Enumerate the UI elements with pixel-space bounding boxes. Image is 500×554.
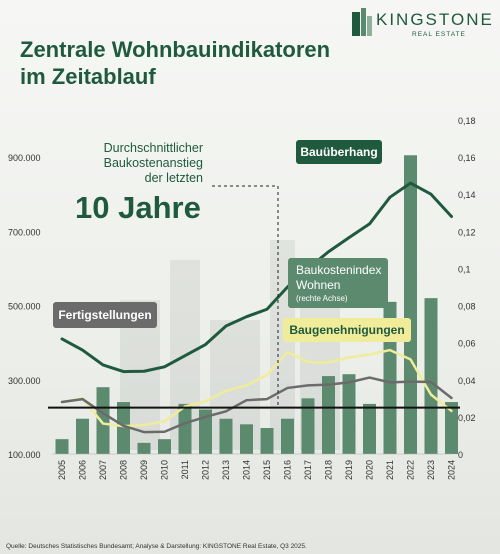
right-tick-label: 0,18 bbox=[458, 116, 476, 126]
right-tick-label: 0,16 bbox=[458, 153, 476, 163]
annotation-line-2: Baukostenanstieg bbox=[104, 156, 203, 170]
label-baukostenindex-2: Wohnen bbox=[296, 278, 340, 292]
bar-2008 bbox=[117, 402, 130, 454]
x-tick-label: 2011 bbox=[180, 460, 190, 479]
kingstone-logo: KINGSTONE REAL ESTATE bbox=[352, 8, 492, 44]
annotation-line-3: der letzten bbox=[145, 171, 203, 185]
x-tick-label: 2010 bbox=[160, 460, 170, 480]
bars bbox=[55, 155, 458, 454]
x-tick-label: 2008 bbox=[119, 460, 129, 480]
x-tick-label: 2014 bbox=[242, 460, 252, 480]
left-tick-label: 900.000 bbox=[8, 153, 41, 163]
x-tick-label: 2016 bbox=[283, 460, 293, 480]
right-tick-label: 0,08 bbox=[458, 302, 476, 312]
label-baukostenindex-sub: (rechte Achse) bbox=[296, 294, 348, 303]
label-bg-bauueberhang bbox=[296, 140, 382, 164]
bar-2010 bbox=[158, 439, 171, 454]
right-tick-label: 0,1 bbox=[458, 264, 471, 274]
logo-name: KINGSTONE bbox=[376, 10, 494, 29]
x-tick-label: 2023 bbox=[426, 460, 436, 480]
bar-2007 bbox=[96, 387, 110, 454]
label-baukostenindex-1: Baukostenindex bbox=[296, 263, 381, 277]
bar-2018 bbox=[322, 376, 335, 454]
left-tick-label: 100.000 bbox=[8, 450, 41, 460]
bar-2015 bbox=[260, 428, 274, 454]
label-fertigstellungen: Fertigstellungen bbox=[58, 308, 151, 322]
x-tick-label: 2012 bbox=[201, 460, 211, 480]
bar-2022 bbox=[404, 155, 417, 454]
title-line-1: Zentrale Wohnbauindikatoren bbox=[20, 37, 331, 62]
page-title: Zentrale Wohnbauindikatoren im Zeitablau… bbox=[20, 36, 330, 90]
series-lines bbox=[60, 181, 453, 434]
x-tick-label: 2005 bbox=[57, 460, 67, 480]
x-tick-label: 2007 bbox=[98, 460, 108, 480]
x-tick-label: 2020 bbox=[365, 460, 375, 480]
label-bg-baukostenindex bbox=[288, 258, 388, 308]
right-tick-label: 0,12 bbox=[458, 227, 476, 237]
annotation-line-1: Durchschnittlicher bbox=[104, 141, 203, 155]
series-line-fertigstellungen bbox=[60, 376, 453, 434]
x-tick-label: 2022 bbox=[406, 460, 416, 480]
x-tick-label: 2019 bbox=[344, 460, 354, 480]
bar-2014 bbox=[240, 424, 253, 454]
bar-2011 bbox=[178, 403, 192, 454]
logo-subtitle: REAL ESTATE bbox=[412, 31, 466, 38]
bar-2012 bbox=[199, 409, 212, 454]
x-tick-label: 2018 bbox=[324, 460, 334, 480]
label-bauueberhang: Bauüberhang bbox=[300, 145, 377, 159]
right-tick-label: 0,04 bbox=[458, 376, 476, 386]
label-bg-fertigstellungen bbox=[53, 302, 157, 328]
right-tick-label: 0 bbox=[458, 450, 463, 460]
title-line-2: im Zeitablauf bbox=[20, 64, 156, 89]
annotation-bracket bbox=[212, 185, 279, 408]
bar-2009 bbox=[137, 442, 151, 454]
right-tick-label: 0,06 bbox=[458, 339, 476, 349]
x-tick-label: 2017 bbox=[303, 460, 313, 480]
x-axis-ticks: 2005 2006 2007 2008 2009 2010 2011 2012 2013 2014… bbox=[57, 460, 457, 480]
right-axis-ticks: 0 0,02 0,04 0,06 0,08 0,1 0,12 0,14 0,16 0,18 bbox=[458, 116, 476, 460]
source-note: Quelle: Deutsches Statistisches Bundesam… bbox=[6, 543, 307, 550]
bar-2020 bbox=[363, 403, 376, 454]
x-tick-label: 2009 bbox=[139, 460, 149, 480]
bar-2024 bbox=[445, 402, 458, 454]
bar-2005 bbox=[55, 439, 69, 454]
x-tick-label: 2021 bbox=[385, 460, 395, 480]
left-tick-label: 300.000 bbox=[8, 376, 41, 386]
bar-2017 bbox=[301, 398, 315, 454]
left-axis-ticks: 100.000 300.000 500.000 700.000 900.000 bbox=[8, 153, 41, 460]
left-tick-label: 700.000 bbox=[8, 227, 41, 237]
x-tick-label: 2024 bbox=[447, 460, 457, 480]
bar-2013 bbox=[219, 418, 233, 454]
right-tick-label: 0,02 bbox=[458, 413, 476, 423]
bar-2006 bbox=[76, 418, 89, 454]
x-tick-label: 2013 bbox=[221, 460, 231, 480]
left-tick-label: 500.000 bbox=[8, 302, 41, 312]
series-line-bauberhang bbox=[60, 181, 453, 374]
bar-2023 bbox=[424, 298, 438, 454]
bar-2016 bbox=[281, 418, 294, 454]
right-tick-label: 0,14 bbox=[458, 190, 476, 200]
x-tick-label: 2006 bbox=[78, 460, 88, 480]
label-bg-baugenehmigungen bbox=[283, 318, 411, 342]
label-baugenehmigungen: Baugenehmigungen bbox=[289, 323, 404, 337]
bar-2019 bbox=[342, 374, 356, 454]
building-logo-icon bbox=[352, 8, 372, 36]
annotation-big: 10 Jahre bbox=[75, 190, 201, 225]
x-tick-label: 2015 bbox=[262, 460, 272, 480]
